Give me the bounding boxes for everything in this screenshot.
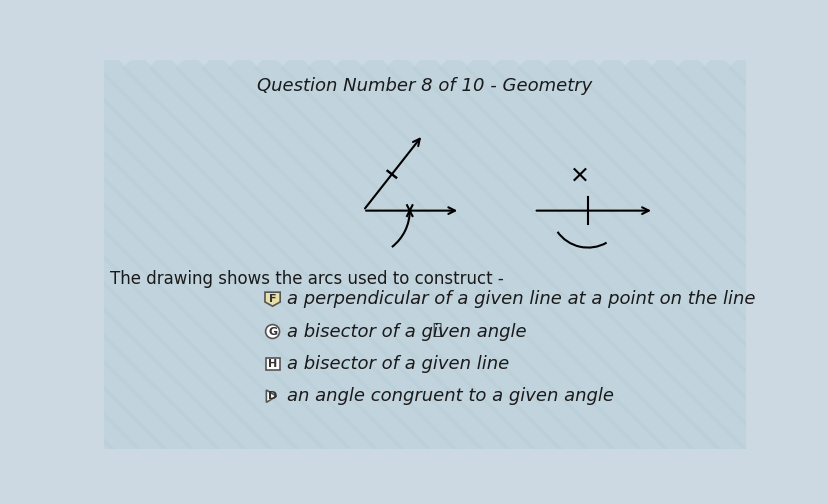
Polygon shape [265,292,280,306]
Text: a perpendicular of a given line at a point on the line: a perpendicular of a given line at a poi… [286,290,754,308]
Text: H: H [267,359,277,369]
Text: The drawing shows the arcs used to construct -: The drawing shows the arcs used to const… [109,270,503,288]
Text: Question Number 8 of 10 - Geometry: Question Number 8 of 10 - Geometry [257,78,591,95]
Text: a bisector of a given angle: a bisector of a given angle [286,323,526,341]
Polygon shape [266,390,276,402]
Text: D: D [267,391,277,401]
Text: a bisector of a given line: a bisector of a given line [286,355,508,373]
Text: F: F [268,294,276,304]
Circle shape [265,325,279,339]
Text: G: G [267,327,277,337]
FancyBboxPatch shape [265,358,279,370]
Text: an angle congruent to a given angle: an angle congruent to a given angle [286,387,613,405]
Text: ⤳: ⤳ [431,323,440,338]
